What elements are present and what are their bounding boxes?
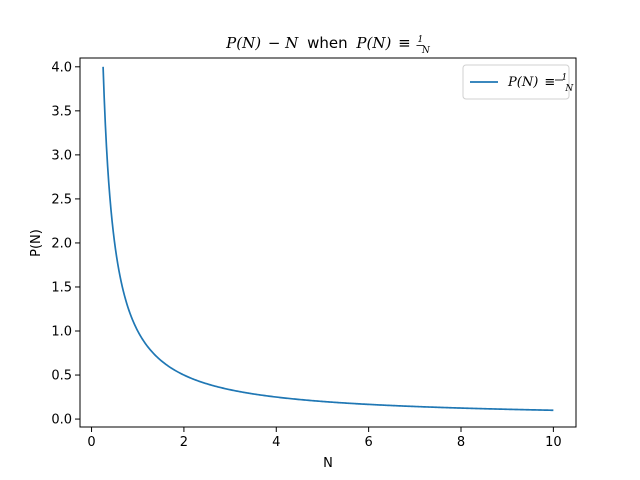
x-tick-label: 0 bbox=[87, 435, 95, 450]
x-tick-label: 8 bbox=[457, 435, 465, 450]
y-axis-label: P(N) bbox=[29, 229, 44, 257]
title-frac-den: N bbox=[421, 46, 431, 56]
y-tick-label: 4.0 bbox=[51, 60, 72, 75]
title-lhs: P(N) bbox=[225, 34, 261, 52]
x-tick-label: 10 bbox=[545, 435, 562, 450]
title-frac-num: 1 bbox=[417, 35, 423, 45]
x-tick-label: 4 bbox=[272, 435, 280, 450]
y-axis-ticks: 0.0 0.5 1.0 1.5 2.0 2.5 3.0 3.5 4.0 bbox=[51, 60, 80, 428]
title-when: when bbox=[307, 34, 348, 52]
y-tick-label: 0.5 bbox=[51, 369, 72, 384]
plot-frame bbox=[79, 57, 577, 428]
x-axis-ticks: 0 2 4 6 8 10 bbox=[87, 427, 562, 450]
y-tick-label: 2.5 bbox=[51, 192, 72, 207]
title-equiv: ≡ bbox=[398, 34, 411, 52]
y-tick-label: 3.5 bbox=[51, 104, 72, 119]
legend-equiv: ≡ bbox=[544, 75, 555, 90]
title-minus-term: − N bbox=[268, 34, 299, 52]
legend-box bbox=[462, 64, 570, 100]
series-line-1-over-n bbox=[102, 66, 554, 412]
legend-lhs: P(N) bbox=[507, 75, 538, 90]
x-tick-label: 2 bbox=[180, 435, 188, 450]
y-tick-label: 1.0 bbox=[51, 325, 72, 340]
legend: P(N) ≡ 1 N bbox=[462, 64, 574, 100]
x-tick-label: 6 bbox=[364, 435, 372, 450]
y-tick-label: 0.0 bbox=[51, 413, 72, 428]
legend-entry-label: P(N) ≡ 1 N bbox=[507, 69, 574, 94]
legend-frac-den: N bbox=[564, 84, 574, 94]
y-tick-label: 1.5 bbox=[51, 280, 72, 295]
chart-title: P(N) − N when P(N) ≡ 1 N bbox=[225, 28, 431, 56]
legend-frac-num: 1 bbox=[561, 73, 567, 83]
title-rhs-lhs: P(N) bbox=[355, 34, 391, 52]
x-axis-label: N bbox=[323, 456, 333, 471]
y-tick-label: 2.0 bbox=[51, 236, 72, 251]
y-tick-label: 3.0 bbox=[51, 148, 72, 163]
